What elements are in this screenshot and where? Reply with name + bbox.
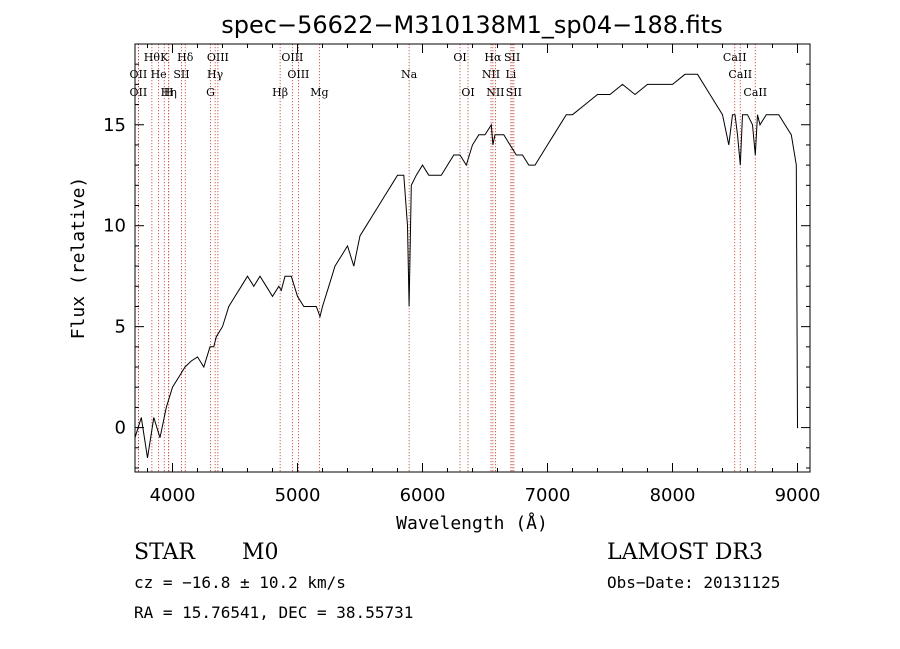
line-label-5: SII — [173, 68, 189, 81]
line-label-10: Hγ — [207, 68, 224, 81]
y-tick-label-1: 5 — [115, 317, 126, 338]
line-label-26: CaII — [728, 68, 752, 81]
y-axis-ticks: 0 5 10 15 — [103, 63, 810, 469]
line-label-9: G — [206, 86, 215, 99]
line-label-1: He — [151, 68, 167, 81]
line-label-17: OI — [453, 51, 466, 64]
line-label-4: Hδ — [177, 51, 194, 64]
line-label-25: CaII — [723, 51, 747, 64]
coordinates: RA = 15.76541, DEC = 38.55731 — [134, 603, 414, 622]
observation-date: Obs−Date: 20131125 — [607, 573, 781, 592]
line-label-3: H — [164, 86, 174, 99]
line-label-16: Na — [401, 68, 418, 81]
line-label-20: NII — [482, 68, 500, 81]
x-tick-label-1: 5000 — [275, 485, 321, 506]
spectral-line-markers — [137, 44, 756, 472]
x-tick-label-5: 9000 — [775, 485, 821, 506]
y-tick-label-0: 0 — [115, 418, 126, 439]
x-tick-label-0: 4000 — [150, 485, 196, 506]
line-label-7: OII — [130, 86, 148, 99]
x-tick-label-3: 7000 — [525, 485, 571, 506]
line-label-6: OII — [130, 68, 148, 81]
line-label-21: NII — [486, 86, 504, 99]
x-axis-label: Wavelength (Å) — [396, 512, 548, 534]
line-label-19: Hα — [484, 51, 502, 64]
line-label-0: Hθ — [144, 51, 161, 64]
x-tick-label-2: 6000 — [400, 485, 446, 506]
line-label-14: OIII — [287, 68, 309, 81]
line-label-2: K — [160, 51, 169, 64]
redshift-velocity: cz = −16.8 ± 10.2 km/s — [134, 573, 346, 592]
y-tick-label-2: 10 — [103, 216, 126, 237]
line-label-24: SII — [506, 86, 522, 99]
x-axis-ticks: 4000 5000 6000 7000 8000 9000 — [147, 44, 821, 506]
x-tick-label-4: 8000 — [650, 485, 696, 506]
plot-frame — [134, 43, 811, 473]
line-label-23: SII — [504, 51, 520, 64]
line-label-15: Mg — [310, 86, 328, 99]
y-tick-label-3: 15 — [103, 115, 126, 136]
line-label-8: Hη — [161, 86, 177, 99]
line-label-27: CaII — [743, 86, 767, 99]
object-class: STAR — [134, 540, 195, 565]
line-label-13: OIII — [281, 51, 303, 64]
chart-title: spec−56622−M310138M1_sp04−188.fits — [221, 11, 722, 39]
subclass: M0 — [242, 540, 279, 565]
spectrum-line — [134, 73, 799, 458]
line-label-11: OIII — [207, 51, 229, 64]
y-axis-label: Flux (relative) — [68, 177, 89, 340]
line-label-12: Hβ — [272, 86, 288, 99]
line-label-22: Li — [505, 68, 516, 81]
survey-name: LAMOST DR3 — [607, 540, 763, 565]
line-label-18: OI — [461, 86, 474, 99]
